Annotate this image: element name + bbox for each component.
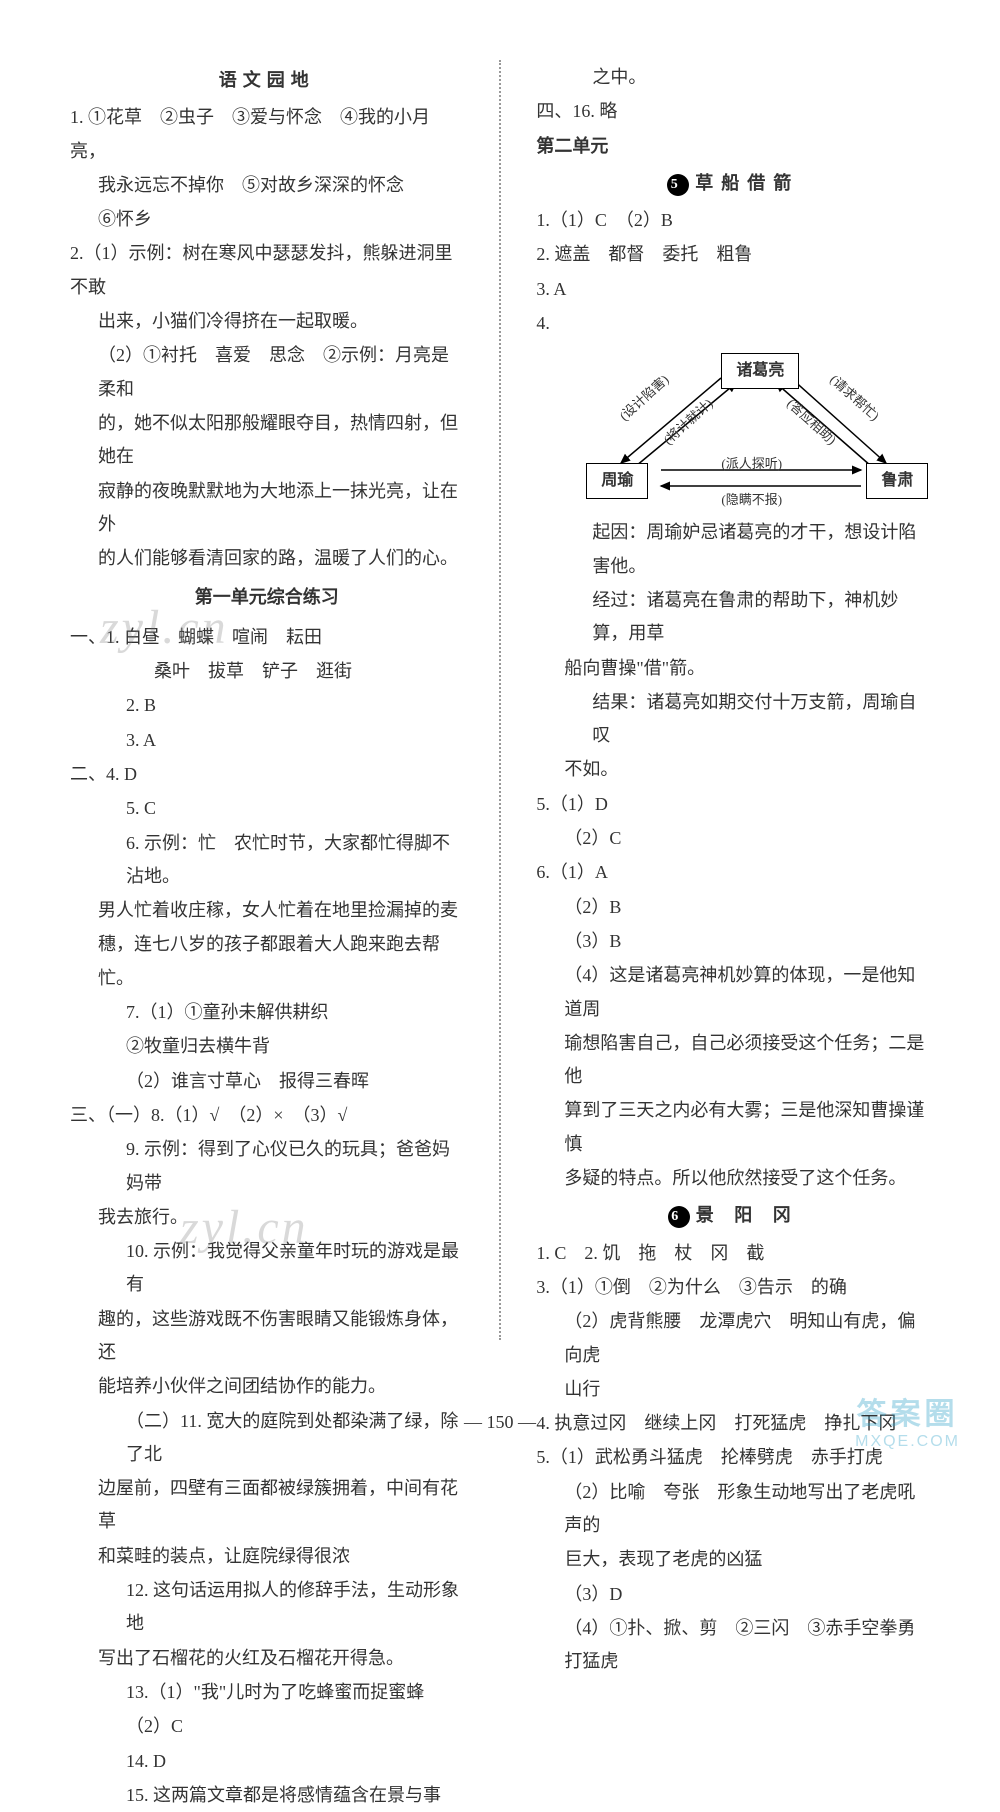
text-line: （4）这是诸葛亮神机妙算的体现，一是他知道周 <box>536 959 930 1026</box>
text-line: 的人们能够看清回家的路，温暖了人们的心。 <box>70 542 464 575</box>
text-line: （3）B <box>536 925 930 958</box>
text-line: 2. B <box>70 689 464 722</box>
text-line: 出来，小猫们冷得挤在一起取暖。 <box>70 305 464 338</box>
lesson-badge: 6 <box>668 1206 690 1228</box>
section-title: 语文园地 <box>70 64 464 97</box>
text-line: 二、4. D <box>70 758 464 791</box>
text-line: 多疑的特点。所以他欣然接受了这个任务。 <box>536 1162 930 1195</box>
text-line: （2）比喻 夸张 形象生动地写出了老虎吼声的 <box>536 1476 930 1543</box>
text-line: 趣的，这些游戏既不伤害眼睛又能锻炼身体，还 <box>70 1303 464 1370</box>
diagram-node: 周瑜 <box>586 463 648 499</box>
text-line: （2）虎背熊腰 龙潭虎穴 明知山有虎，偏向虎 <box>536 1305 930 1372</box>
text-line: 13.（1）"我"儿时为了吃蜂蜜而捉蜜蜂 <box>70 1676 464 1709</box>
text-line: 巨大，表现了老虎的凶猛 <box>536 1543 930 1576</box>
edge-label: (隐瞒不报) <box>721 488 782 512</box>
text-line: 4. <box>536 307 930 340</box>
text-line: 瑜想陷害自己，自己必须接受这个任务；二是他 <box>536 1027 930 1094</box>
text-line: 5.（1）D <box>536 788 930 821</box>
right-column: 之中。 四、16. 略 第二单元 5 草船借箭 1.（1）C （2）B 2. 遮盖… <box>536 60 930 1340</box>
lesson-badge: 5 <box>667 174 689 196</box>
text-line: （2）C <box>70 1710 464 1743</box>
lesson-title: 6 景 阳 冈 <box>536 1199 930 1232</box>
text-line: 2.（1）示例：树在寒风中瑟瑟发抖，熊躲进洞里不敢 <box>70 237 464 304</box>
text-line: 男人忙着收庄稼，女人忙着在地里捡漏掉的麦 <box>70 894 464 927</box>
text-line: 14. D <box>70 1745 464 1778</box>
text-line: 结果：诸葛亮如期交付十万支箭，周瑜自叹 <box>536 686 930 753</box>
diagram-node: 鲁肃 <box>866 463 928 499</box>
left-column: 语文园地 1. ①花草 ②虫子 ③爱与怀念 ④我的小月亮， 我永远忘不掉你 ⑤对… <box>70 60 464 1340</box>
text-line: ⑥怀乡 <box>70 203 464 236</box>
diagram-node: 诸葛亮 <box>721 353 799 389</box>
text-line: 船向曹操"借"箭。 <box>536 652 930 685</box>
text-line: 5.（1）武松勇斗猛虎 抡棒劈虎 赤手打虎 <box>536 1441 930 1474</box>
text-line: 能培养小伙伴之间团结协作的能力。 <box>70 1370 464 1403</box>
relationship-diagram: 诸葛亮 周瑜 鲁肃 (设计陷害) (将计就计) (答应相助) (请求帮忙) (派… <box>566 348 930 508</box>
text-line: 10. 示例：我觉得父亲童年时玩的游戏是最有 <box>70 1235 464 1302</box>
text-line: 1. ①花草 ②虫子 ③爱与怀念 ④我的小月亮， <box>70 101 464 168</box>
text-line: 边屋前，四壁有三面都被绿簇拥着，中间有花草 <box>70 1472 464 1539</box>
text-line: 写出了石榴花的火红及石榴花开得急。 <box>70 1642 464 1675</box>
text-line: 6.（1）A <box>536 856 930 889</box>
text-line: 6. 示例：忙 农忙时节，大家都忙得脚不沾地。 <box>70 827 464 894</box>
text-line: 2. 遮盖 都督 委托 粗鲁 <box>536 238 930 271</box>
text-line: （2）①衬托 喜爱 思念 ②示例：月亮是柔和 <box>70 339 464 406</box>
edge-label: (派人探听) <box>721 452 782 476</box>
text-line: 12. 这句话运用拟人的修辞手法，生动形象地 <box>70 1574 464 1641</box>
text-line: 的，她不似太阳那般耀眼夺目，热情四射，但她在 <box>70 407 464 474</box>
column-divider <box>484 60 517 1340</box>
text-line: （4）①扑、掀、剪 ②三闪 ③赤手空拳勇打猛虎 <box>536 1612 930 1679</box>
text-line: 算到了三天之内必有大雾；三是他深知曹操谨慎 <box>536 1094 930 1161</box>
text-line: 穗，连七八岁的孩子都跟着大人跑来跑去帮忙。 <box>70 928 464 995</box>
text-line: 山行 <box>536 1373 930 1406</box>
text-line: 5. C <box>70 792 464 825</box>
text-line: 经过：诸葛亮在鲁肃的帮助下，神机妙算，用草 <box>536 584 930 651</box>
unit-title: 第二单元 <box>536 130 930 163</box>
text-line: 3. A <box>70 724 464 757</box>
text-line: 15. 这两篇文章都是将感情蕴含在景与事 <box>70 1779 464 1812</box>
text-line: （3）D <box>536 1578 930 1611</box>
text-line: （2）谁言寸草心 报得三春晖 <box>70 1065 464 1098</box>
lesson-name: 草船借箭 <box>695 173 799 193</box>
text-line: ②牧童归去横牛背 <box>70 1030 464 1063</box>
text-line: 3.（1）①倒 ②为什么 ③告示 的确 <box>536 1271 930 1304</box>
lesson-title: 5 草船借箭 <box>536 167 930 200</box>
text-line: （2）C <box>536 822 930 855</box>
text-line: 7.（1）①童孙未解供耕织 <box>70 996 464 1029</box>
page-number: — 150 — <box>0 1412 1000 1433</box>
text-line: 四、16. 略 <box>536 95 930 128</box>
text-line: 我去旅行。 <box>70 1201 464 1234</box>
text-line: 1.（1）C （2）B <box>536 204 930 237</box>
text-line: 三、（一）8.（1）√ （2）× （3）√ <box>70 1099 464 1132</box>
text-line: 桑叶 拔草 铲子 逛街 <box>70 655 464 688</box>
text-line: 寂静的夜晚默默地为大地添上一抹光亮，让在外 <box>70 475 464 542</box>
text-line: 1. C 2. 饥 拖 杖 冈 截 <box>536 1237 930 1270</box>
text-line: 起因：周瑜妒忌诸葛亮的才干，想设计陷害他。 <box>536 516 930 583</box>
text-line: 我永远忘不掉你 ⑤对故乡深深的怀念 <box>70 169 464 202</box>
text-line: 之中。 <box>536 61 930 94</box>
text-line: （2）B <box>536 891 930 924</box>
text-line: 和菜畦的装点，让庭院绿得很浓 <box>70 1540 464 1573</box>
lesson-name: 景 阳 冈 <box>696 1205 799 1225</box>
section-title: 第一单元综合练习 <box>70 581 464 614</box>
text-line: 一、1. 白昼 蝴蝶 喧闹 耘田 <box>70 621 464 654</box>
text-line: 3. A <box>536 273 930 306</box>
text-line: 不如。 <box>536 753 930 786</box>
text-line: 9. 示例：得到了心仪已久的玩具；爸爸妈妈带 <box>70 1133 464 1200</box>
